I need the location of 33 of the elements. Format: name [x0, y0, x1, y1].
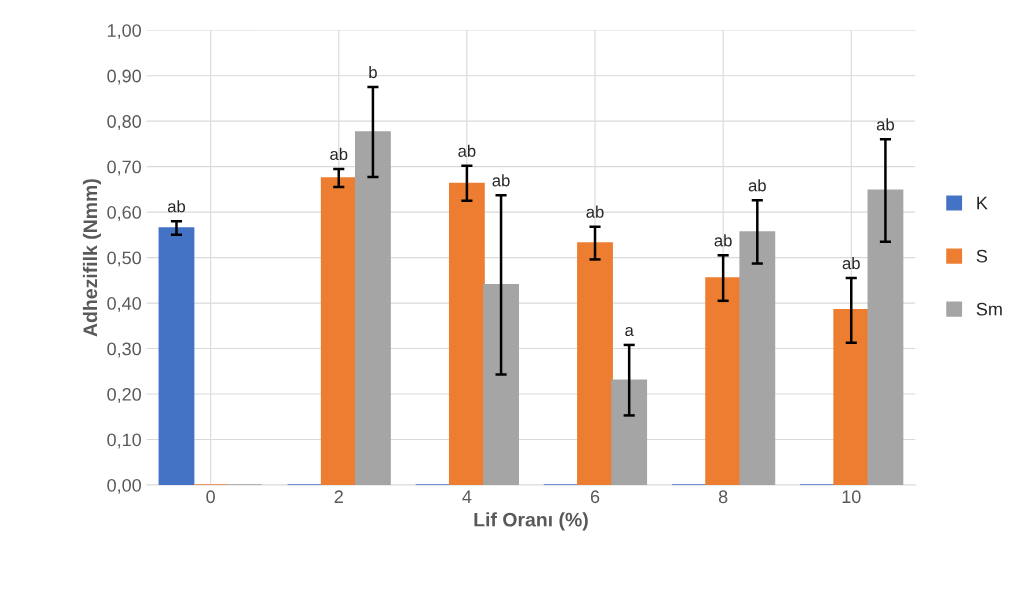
y-tick-label: 0,60: [107, 206, 142, 221]
x-tick-label: 4: [462, 490, 472, 503]
legend-label: Sm: [976, 302, 1002, 316]
annotation: ab: [167, 200, 186, 213]
annotation: ab: [586, 205, 604, 218]
x-tick-label: 0: [206, 490, 215, 504]
x-tick-label: 2: [334, 490, 343, 503]
y-tick-label: 0,70: [107, 160, 142, 176]
y-tick-label: 0,40: [107, 297, 142, 312]
y-tick-label: 0,80: [107, 115, 142, 131]
y-tick-label: 0,30: [107, 342, 142, 358]
x-axis-title: Lif Oranı (%): [474, 512, 588, 531]
y-tick-label: 0,20: [107, 387, 142, 403]
annotation: a: [625, 326, 634, 337]
annotation: ab: [330, 147, 348, 161]
y-tick-label: 1,00: [107, 24, 142, 40]
annotation: ab: [458, 144, 476, 157]
annotation: ab: [492, 174, 510, 187]
y-tick-label: 0,00: [107, 478, 142, 494]
y-tick-label: 0,90: [107, 69, 142, 85]
annotation: ab: [842, 256, 860, 270]
legend-label: S: [976, 249, 988, 263]
annotation: ab: [714, 234, 732, 247]
y-tick-label: 0,50: [107, 251, 142, 267]
y-tick-label: 0,10: [107, 433, 142, 449]
annotation: ab: [748, 179, 766, 192]
legend-label: K: [977, 196, 988, 210]
annotation: b: [369, 65, 377, 79]
x-tick-label: 10: [842, 490, 861, 504]
annotation: ab: [876, 118, 894, 131]
x-tick-label: 8: [718, 490, 728, 504]
y-axis-title: Adhezifilk (Nmm): [82, 179, 102, 337]
x-tick-label: 6: [590, 490, 600, 504]
